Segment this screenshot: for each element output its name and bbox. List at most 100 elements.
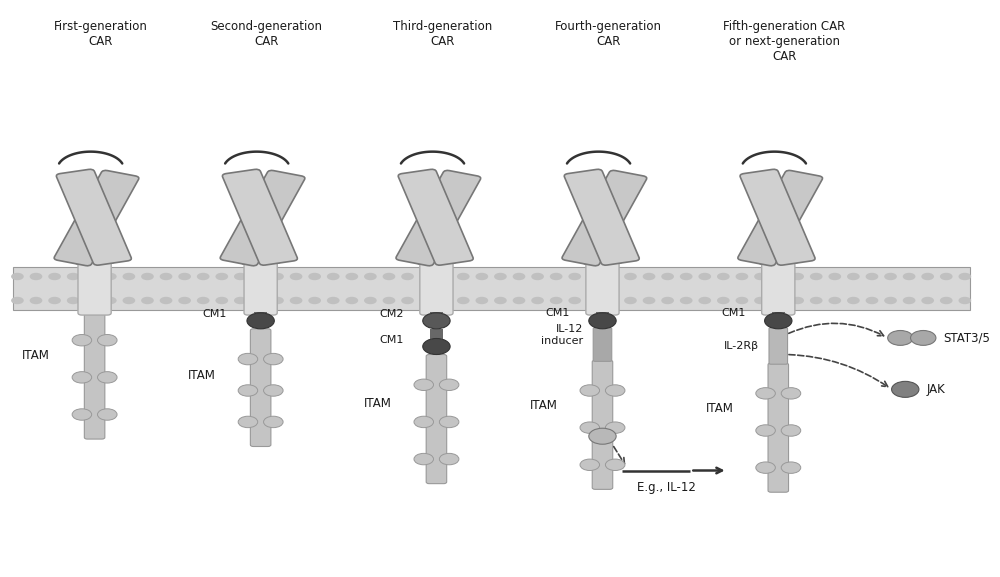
- Circle shape: [308, 273, 321, 280]
- FancyBboxPatch shape: [222, 169, 297, 265]
- Circle shape: [238, 353, 258, 365]
- Circle shape: [494, 297, 507, 304]
- Circle shape: [847, 297, 860, 304]
- Circle shape: [624, 273, 637, 280]
- Circle shape: [238, 385, 258, 396]
- Bar: [772, 312, 785, 313]
- FancyBboxPatch shape: [54, 170, 139, 266]
- Circle shape: [698, 273, 711, 280]
- FancyBboxPatch shape: [420, 262, 453, 315]
- Circle shape: [439, 454, 459, 465]
- Circle shape: [580, 385, 600, 396]
- Circle shape: [383, 297, 395, 304]
- Circle shape: [345, 297, 358, 304]
- Circle shape: [383, 273, 395, 280]
- FancyBboxPatch shape: [586, 262, 619, 315]
- Circle shape: [234, 297, 247, 304]
- Circle shape: [364, 273, 377, 280]
- Circle shape: [72, 372, 92, 383]
- Circle shape: [494, 273, 507, 280]
- Circle shape: [513, 273, 525, 280]
- Circle shape: [756, 462, 775, 473]
- Circle shape: [457, 273, 470, 280]
- Circle shape: [290, 297, 302, 304]
- Circle shape: [67, 297, 80, 304]
- Circle shape: [606, 273, 618, 280]
- Circle shape: [11, 273, 24, 280]
- Circle shape: [98, 335, 117, 346]
- Circle shape: [457, 297, 470, 304]
- Circle shape: [308, 297, 321, 304]
- Circle shape: [884, 297, 897, 304]
- Circle shape: [439, 379, 459, 391]
- Circle shape: [160, 273, 172, 280]
- Circle shape: [414, 416, 434, 428]
- Circle shape: [67, 273, 80, 280]
- Circle shape: [30, 273, 42, 280]
- Circle shape: [605, 459, 625, 470]
- Circle shape: [475, 273, 488, 280]
- Circle shape: [550, 273, 562, 280]
- Circle shape: [197, 297, 210, 304]
- FancyBboxPatch shape: [250, 329, 271, 447]
- Circle shape: [866, 297, 878, 304]
- Circle shape: [661, 297, 674, 304]
- FancyBboxPatch shape: [426, 354, 447, 484]
- Circle shape: [48, 273, 61, 280]
- Circle shape: [828, 273, 841, 280]
- Circle shape: [423, 339, 450, 354]
- Circle shape: [756, 388, 775, 399]
- Text: First-generation
CAR: First-generation CAR: [54, 20, 147, 48]
- Circle shape: [423, 313, 450, 329]
- Text: Fifth-generation CAR
or next-generation
CAR: Fifth-generation CAR or next-generation …: [723, 20, 845, 63]
- Circle shape: [756, 425, 775, 436]
- Circle shape: [892, 381, 919, 398]
- Circle shape: [420, 273, 432, 280]
- Circle shape: [781, 425, 801, 436]
- Circle shape: [141, 273, 154, 280]
- Text: JAK: JAK: [927, 383, 945, 396]
- Text: CM2: CM2: [380, 309, 404, 319]
- Circle shape: [736, 273, 748, 280]
- Circle shape: [85, 273, 98, 280]
- Circle shape: [754, 297, 767, 304]
- FancyBboxPatch shape: [244, 262, 277, 315]
- Text: Third-generation
CAR: Third-generation CAR: [393, 20, 492, 48]
- Circle shape: [414, 379, 434, 391]
- Circle shape: [781, 462, 801, 473]
- FancyBboxPatch shape: [762, 262, 795, 315]
- Text: CM1: CM1: [546, 308, 570, 319]
- FancyBboxPatch shape: [220, 170, 305, 266]
- Circle shape: [589, 428, 616, 444]
- FancyBboxPatch shape: [562, 170, 647, 266]
- Circle shape: [123, 273, 135, 280]
- Circle shape: [847, 273, 860, 280]
- Text: Fourth-generation
CAR: Fourth-generation CAR: [555, 20, 662, 48]
- Text: ITAM: ITAM: [530, 399, 558, 412]
- Circle shape: [253, 273, 265, 280]
- Circle shape: [589, 313, 616, 329]
- Circle shape: [661, 273, 674, 280]
- Circle shape: [791, 273, 804, 280]
- Text: CM1: CM1: [380, 335, 404, 344]
- Circle shape: [791, 297, 804, 304]
- Circle shape: [513, 297, 525, 304]
- Circle shape: [48, 297, 61, 304]
- Circle shape: [253, 297, 265, 304]
- Circle shape: [903, 297, 915, 304]
- Bar: [254, 312, 267, 313]
- Circle shape: [104, 297, 117, 304]
- Circle shape: [247, 313, 274, 329]
- Circle shape: [717, 273, 730, 280]
- Circle shape: [550, 297, 562, 304]
- Circle shape: [606, 297, 618, 304]
- Circle shape: [327, 297, 340, 304]
- Circle shape: [123, 297, 135, 304]
- Text: CM1: CM1: [202, 309, 226, 319]
- FancyBboxPatch shape: [769, 328, 788, 364]
- Circle shape: [85, 297, 98, 304]
- Circle shape: [531, 273, 544, 280]
- Circle shape: [72, 409, 92, 420]
- Text: ITAM: ITAM: [22, 349, 50, 362]
- Circle shape: [680, 273, 693, 280]
